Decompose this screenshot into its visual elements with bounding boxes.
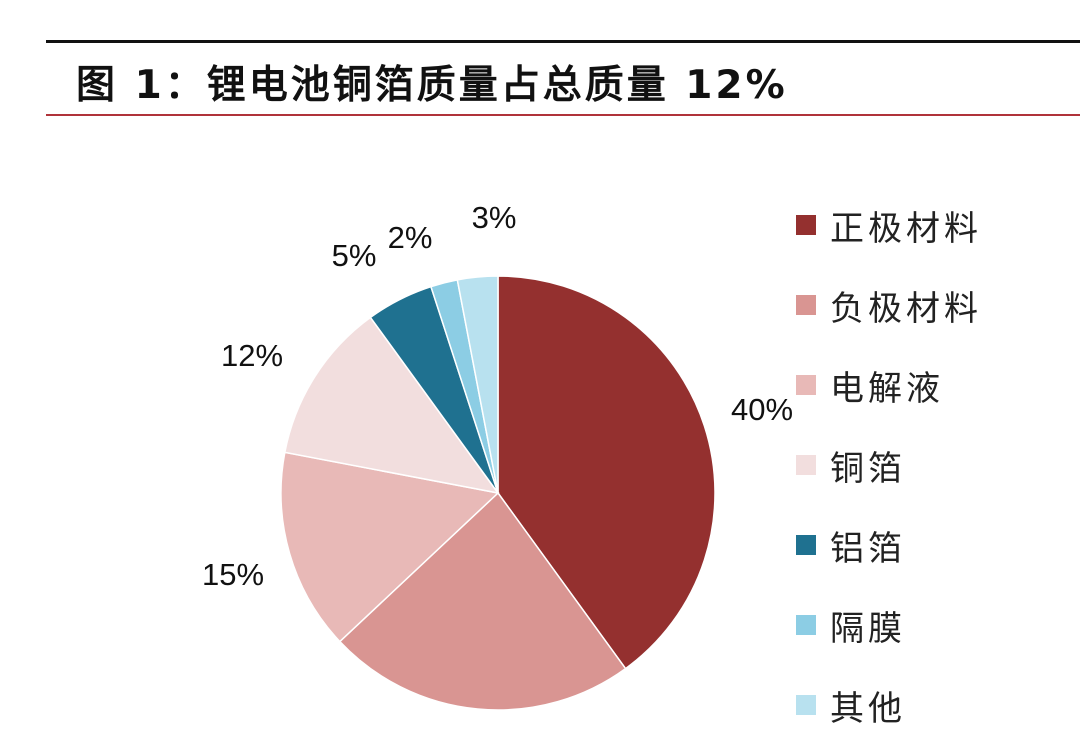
pie-slice-1: [497, 275, 716, 670]
chart-title: 图 1：锂电池铜箔质量占总质量 12%: [76, 63, 788, 108]
chart-legend: 正极材料负极材料电解液铜箔铝箔隔膜其他: [796, 185, 1080, 745]
legend-label: 隔膜: [830, 608, 906, 649]
pie-data-label-3: 15%: [202, 557, 264, 592]
pie-slice-4: [283, 316, 500, 495]
pie-data-label-1: 40%: [731, 392, 793, 427]
pie-slice-2: [338, 491, 627, 710]
pie-data-label-7: 3%: [472, 200, 517, 235]
pie-data-labels: 40% 15% 12% 5% 2% 3%: [202, 200, 793, 592]
legend-swatch: [796, 295, 816, 315]
legend-label: 负极材料: [830, 288, 982, 329]
pie-chart: 40% 15% 12% 5% 2% 3%: [202, 200, 793, 710]
legend-label: 其他: [830, 688, 906, 729]
legend-swatch: [796, 375, 816, 395]
legend-swatch: [796, 695, 816, 715]
pie-data-label-5: 5%: [332, 238, 377, 273]
legend-label: 铝箔: [830, 528, 906, 569]
pie-data-label-6: 2%: [388, 220, 433, 255]
title-top-rule: [46, 40, 1080, 43]
legend-swatch: [796, 615, 816, 635]
pie-data-label-4: 12%: [221, 338, 283, 373]
legend-item-2: 负极材料: [796, 265, 1080, 345]
pie-slice-3: [280, 451, 500, 643]
legend-label: 电解液: [830, 368, 944, 409]
legend-item-7: 其他: [796, 665, 1080, 745]
legend-swatch: [796, 455, 816, 475]
pie-slices: [280, 275, 716, 710]
legend-item-1: 正极材料: [796, 185, 1080, 265]
legend-label: 铜箔: [830, 448, 906, 489]
legend-item-3: 电解液: [796, 345, 1080, 425]
pie-slice-7: [456, 275, 499, 494]
legend-label: 正极材料: [830, 208, 982, 249]
legend-swatch: [796, 215, 816, 235]
legend-swatch: [796, 535, 816, 555]
title-bottom-rule: [46, 114, 1080, 116]
legend-item-5: 铝箔: [796, 505, 1080, 585]
legend-item-4: 铜箔: [796, 425, 1080, 505]
legend-item-6: 隔膜: [796, 585, 1080, 665]
